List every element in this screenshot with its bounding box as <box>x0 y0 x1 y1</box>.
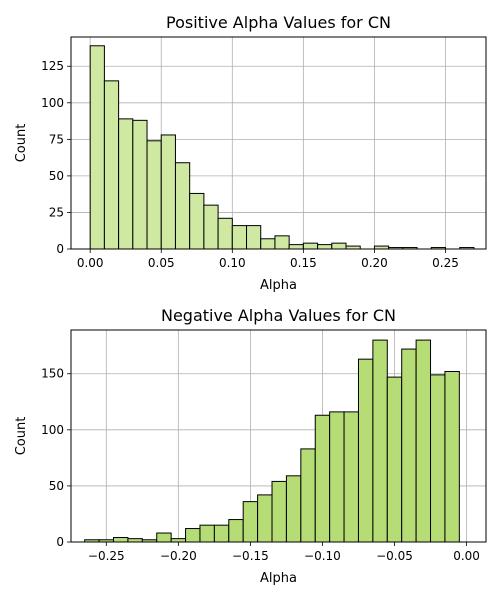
x-axis-label: Alpha <box>260 278 297 293</box>
histogram-bar <box>317 244 333 250</box>
plot-frame <box>70 329 487 543</box>
chart-negative-alpha: Negative Alpha Values for CN Alpha Count… <box>14 306 487 586</box>
histogram-bar <box>331 242 347 250</box>
histogram-bar <box>199 524 215 543</box>
bars <box>84 339 460 543</box>
y-ticks: 0 25 50 75 100 125 <box>41 59 71 256</box>
chart-title: Positive Alpha Values for CN <box>166 13 391 32</box>
histogram-bar <box>146 140 162 250</box>
histogram-bar <box>372 339 388 543</box>
histogram-bar <box>189 192 205 250</box>
histogram-bar <box>415 339 432 543</box>
histogram-bar <box>285 475 302 543</box>
histogram-bar <box>246 225 262 250</box>
x-tick-label: 0.05 <box>148 256 175 270</box>
x-tick-label: −0.20 <box>160 549 197 563</box>
histogram-bar <box>89 45 105 250</box>
plot-frame <box>70 36 487 250</box>
y-tick-label: 125 <box>41 59 64 73</box>
histogram-bar <box>329 411 345 543</box>
histogram-bar <box>174 162 191 250</box>
histogram-bar <box>156 532 172 543</box>
histogram-bar <box>127 538 143 543</box>
histogram-bar <box>213 524 230 543</box>
x-tick-label: 0.25 <box>432 256 459 270</box>
histogram-bar <box>113 537 129 543</box>
x-ticks: 0.00 0.05 0.10 0.15 0.20 0.25 <box>77 249 459 270</box>
y-tick-label: 75 <box>49 132 64 146</box>
y-axis-label: Count <box>14 124 29 163</box>
x-tick-label: 0.10 <box>219 256 246 270</box>
bars <box>89 45 475 250</box>
x-tick-label: −0.05 <box>376 549 413 563</box>
chart-positive-alpha: Positive Alpha Values for CN Alpha Count… <box>14 13 487 293</box>
histogram-bar <box>288 244 304 250</box>
histogram-bar <box>203 204 219 250</box>
y-tick-label: 150 <box>41 367 64 381</box>
histogram-bar <box>314 414 331 543</box>
y-tick-label: 100 <box>41 96 64 110</box>
histogram-bar <box>274 235 290 250</box>
histogram-bar <box>228 519 244 543</box>
x-tick-label: 0.00 <box>77 256 104 270</box>
x-tick-label: −0.25 <box>88 549 125 563</box>
y-tick-label: 0 <box>56 535 64 549</box>
histogram-bar <box>302 242 319 250</box>
y-axis-label: Count <box>14 417 29 456</box>
histogram-bar <box>401 348 417 543</box>
histogram-bar <box>231 225 248 250</box>
histogram-bar <box>185 528 201 543</box>
histogram-bar <box>343 411 359 543</box>
histogram-bar <box>132 119 148 250</box>
histogram-bar <box>217 217 233 250</box>
x-tick-label: −0.15 <box>232 549 269 563</box>
x-ticks: −0.25 −0.20 −0.15 −0.10 −0.05 0.00 <box>88 542 480 563</box>
histogram-bar <box>271 480 287 543</box>
x-axis-label: Alpha <box>260 571 297 586</box>
y-ticks: 0 50 100 150 <box>41 367 71 549</box>
y-tick-label: 0 <box>56 242 64 256</box>
histogram-bar <box>444 371 460 543</box>
x-tick-label: −0.10 <box>304 549 341 563</box>
histogram-bar <box>357 358 374 543</box>
x-tick-label: 0.20 <box>361 256 388 270</box>
histogram-bar <box>257 494 273 543</box>
histogram-bar <box>430 374 446 543</box>
histogram-bar <box>242 501 259 543</box>
x-tick-label: 0.00 <box>453 549 480 563</box>
histogram-bar <box>260 238 276 250</box>
y-tick-label: 50 <box>49 169 64 183</box>
histogram-bar <box>118 118 134 250</box>
y-tick-label: 100 <box>41 423 64 437</box>
histogram-bar <box>160 134 176 250</box>
x-tick-label: 0.15 <box>290 256 317 270</box>
y-tick-label: 25 <box>49 205 64 219</box>
y-tick-label: 50 <box>49 479 64 493</box>
chart-title: Negative Alpha Values for CN <box>161 306 396 325</box>
histogram-bar <box>103 80 120 250</box>
histogram-bar <box>170 538 187 543</box>
histogram-bar <box>300 448 316 543</box>
histogram-bar <box>386 376 403 543</box>
